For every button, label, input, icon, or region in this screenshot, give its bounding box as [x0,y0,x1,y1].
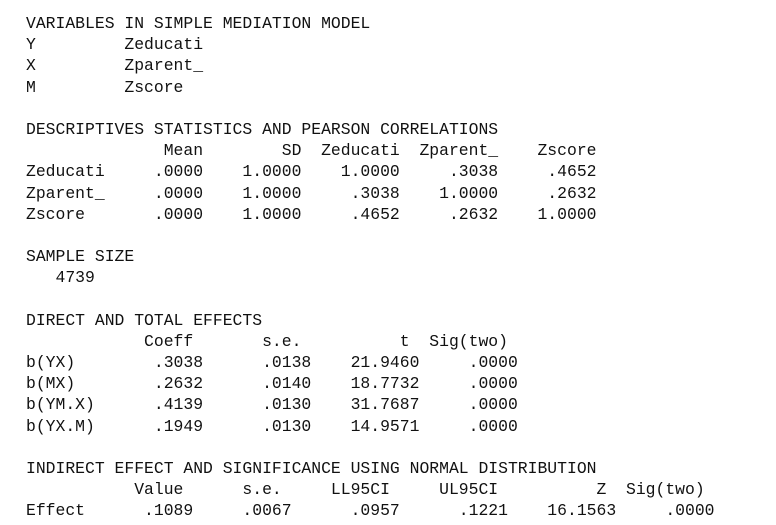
indirect-header: INDIRECT EFFECT AND SIGNIFICANCE USING N… [26,458,597,478]
direct-total-section: DIRECT AND TOTAL EFFECTS Coeff s.e. t Si… [26,310,715,437]
direct-total-column-header: Coeff s.e. t Sig(two) [26,331,508,351]
descriptives-column-header: Mean SD Zeducati Zparent_ Zscore [26,141,597,161]
spacer [26,98,715,119]
spacer [26,288,715,309]
table-row: b(YX.M) .1949 .0130 14.9571 .0000 [26,416,518,436]
table-row: Zeducati .0000 1.0000 1.0000 .3038 .4652 [26,162,597,182]
variable-row-m: M Zscore [26,77,184,97]
variable-row-x: X Zparent_ [26,56,204,76]
mediation-output: VARIABLES IN SIMPLE MEDIATION MODEL Y Ze… [26,13,715,522]
table-row: Zscore .0000 1.0000 .4652 .2632 1.0000 [26,204,597,224]
table-row: Effect .1089 .0067 .0957 .1221 16.1563 .… [26,501,715,521]
variable-row-y: Y Zeducati [26,35,204,55]
spacer [26,437,715,458]
table-row: b(YM.X) .4139 .0130 31.7687 .0000 [26,395,518,415]
spacer [26,225,715,246]
variables-section: VARIABLES IN SIMPLE MEDIATION MODEL Y Ze… [26,13,715,98]
sample-size-header: SAMPLE SIZE [26,247,135,267]
direct-total-header: DIRECT AND TOTAL EFFECTS [26,310,263,330]
table-row: b(MX) .2632 .0140 18.7732 .0000 [26,374,518,394]
variables-header: VARIABLES IN SIMPLE MEDIATION MODEL [26,14,371,33]
table-row: b(YX) .3038 .0138 21.9460 .0000 [26,353,518,372]
descriptives-section: DESCRIPTIVES STATISTICS AND PEARSON CORR… [26,119,715,225]
table-row: Zparent_ .0000 1.0000 .3038 1.0000 .2632 [26,183,597,203]
descriptives-header: DESCRIPTIVES STATISTICS AND PEARSON CORR… [26,119,499,139]
indirect-column-header: Value s.e. LL95CI UL95CI Z Sig(two) [26,480,705,500]
sample-size-section: SAMPLE SIZE 4739 [26,246,715,288]
indirect-section: INDIRECT EFFECT AND SIGNIFICANCE USING N… [26,458,715,522]
sample-size-value: 4739 [26,268,95,288]
